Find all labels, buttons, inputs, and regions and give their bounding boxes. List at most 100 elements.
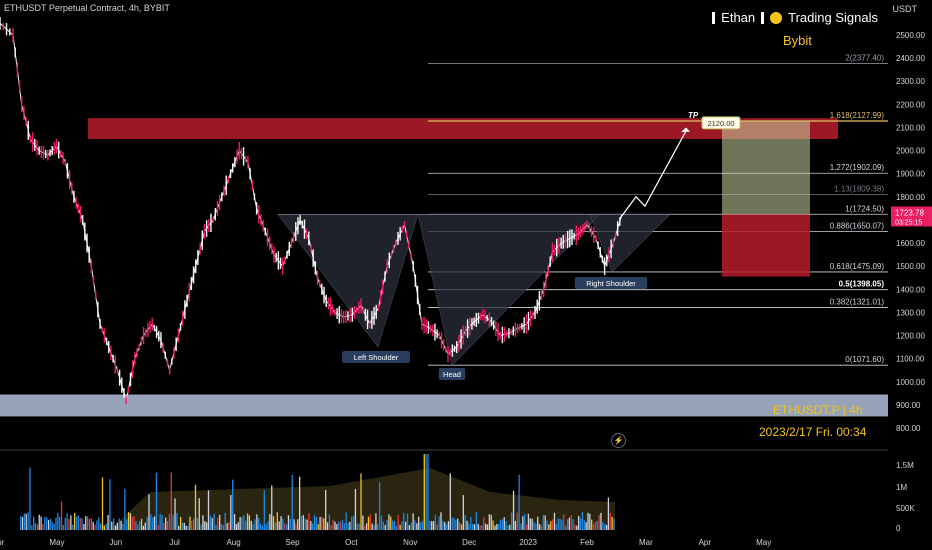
volume-bar <box>527 513 530 530</box>
volume-bar <box>414 520 416 530</box>
volume-bar <box>403 512 405 530</box>
volume-bar <box>356 523 358 530</box>
volume-bar <box>295 523 297 530</box>
volume-bar <box>269 514 271 530</box>
volume-bar <box>291 475 293 530</box>
volume-bar <box>490 514 492 530</box>
volume-bar <box>137 524 139 530</box>
volume-bar <box>378 482 381 530</box>
volume-bar <box>408 525 411 530</box>
volume-bar <box>412 513 414 530</box>
volume-bar <box>375 513 377 530</box>
volume-bar <box>213 513 215 530</box>
price-tick-label: 1900.00 <box>896 170 925 179</box>
volume-bar <box>114 525 117 530</box>
volume-bar <box>511 512 513 530</box>
volume-bar <box>570 514 572 530</box>
volume-bar <box>576 525 578 530</box>
volume-bar <box>498 523 500 530</box>
volume-bar <box>75 516 78 530</box>
author-banner: Ethan Trading Signals <box>712 10 878 25</box>
volume-bar <box>51 521 53 530</box>
volume-bar <box>332 520 334 530</box>
volume-bar <box>499 519 502 530</box>
volume-bar <box>354 488 357 530</box>
volume-bar <box>483 517 485 530</box>
volume-bar <box>246 513 249 530</box>
volume-bar <box>544 515 546 530</box>
pattern-triangle <box>589 214 671 273</box>
symbol-title: ETHUSDT Perpetual Contract, 4h, BYBIT <box>4 3 170 13</box>
volume-bar <box>313 514 316 530</box>
time-tick-label: Nov <box>403 538 417 547</box>
volume-bar <box>103 525 105 530</box>
volume-bar <box>406 513 409 530</box>
volume-bar <box>248 515 251 530</box>
volume-bar <box>561 519 563 530</box>
volume-bar <box>444 522 446 530</box>
volume-bar <box>596 520 598 530</box>
volume-bar <box>278 521 280 530</box>
volume-bar <box>300 515 303 530</box>
volume-bar <box>220 523 223 530</box>
tp-price-box <box>701 116 741 130</box>
volume-bar <box>165 517 167 530</box>
volume-bar <box>73 512 76 530</box>
projection-path <box>619 130 687 219</box>
volume-bar <box>551 519 554 530</box>
volume-bar <box>538 523 541 530</box>
volume-bar <box>116 522 119 530</box>
volume-bar <box>81 518 83 530</box>
volume-bar <box>207 490 210 530</box>
volume-bar <box>583 520 585 530</box>
volume-bar <box>181 522 184 530</box>
volume-bar <box>293 519 295 530</box>
volume-bar <box>427 454 429 530</box>
volume-bar <box>494 525 496 530</box>
volume-bar <box>285 524 288 530</box>
volume-bar <box>31 525 33 530</box>
volume-bar <box>109 479 111 530</box>
volume-bar <box>418 516 420 530</box>
volume-bar <box>546 520 548 530</box>
volume-bar <box>594 521 597 530</box>
volume-bar <box>230 495 232 530</box>
volume-bar <box>524 513 526 530</box>
volume-bar <box>263 490 265 530</box>
volume-bar <box>488 514 491 530</box>
volume-bar <box>473 524 476 530</box>
arrow-head-icon <box>681 127 690 133</box>
volume-bar <box>591 519 593 530</box>
volume-bar <box>265 523 267 530</box>
volume-bar <box>62 525 65 530</box>
volume-bar <box>241 516 243 530</box>
volume-bar <box>44 516 46 530</box>
price-tick-label: 1300.00 <box>896 308 925 317</box>
volume-bar <box>321 516 323 530</box>
volume-bar <box>434 514 437 530</box>
volume-bar <box>237 522 239 530</box>
volume-bar <box>198 498 200 530</box>
volume-bar <box>486 524 489 530</box>
volume-bar <box>83 524 85 530</box>
countdown-label: 03:25:15 <box>895 219 922 226</box>
datetime-label: 2023/2/17 Fri. 00:34 <box>759 425 867 439</box>
volume-bar <box>252 524 254 530</box>
price-tick-label: 2500.00 <box>896 31 925 40</box>
volume-bar <box>425 454 427 530</box>
volume-bar <box>131 516 133 530</box>
volume-bar <box>68 518 70 530</box>
volume-bar <box>228 522 230 530</box>
volume-bar <box>215 524 217 530</box>
volume-bar <box>334 521 336 530</box>
volume-bar <box>127 512 130 530</box>
volume-bar <box>196 517 198 530</box>
volume-bar <box>40 516 42 530</box>
lightning-icon[interactable]: ⚡ <box>611 433 626 448</box>
pattern-annotation: Head <box>443 370 461 379</box>
volume-bar <box>347 523 349 530</box>
volume-bar <box>135 521 137 530</box>
volume-bar <box>423 454 425 530</box>
volume-bar <box>468 523 470 530</box>
